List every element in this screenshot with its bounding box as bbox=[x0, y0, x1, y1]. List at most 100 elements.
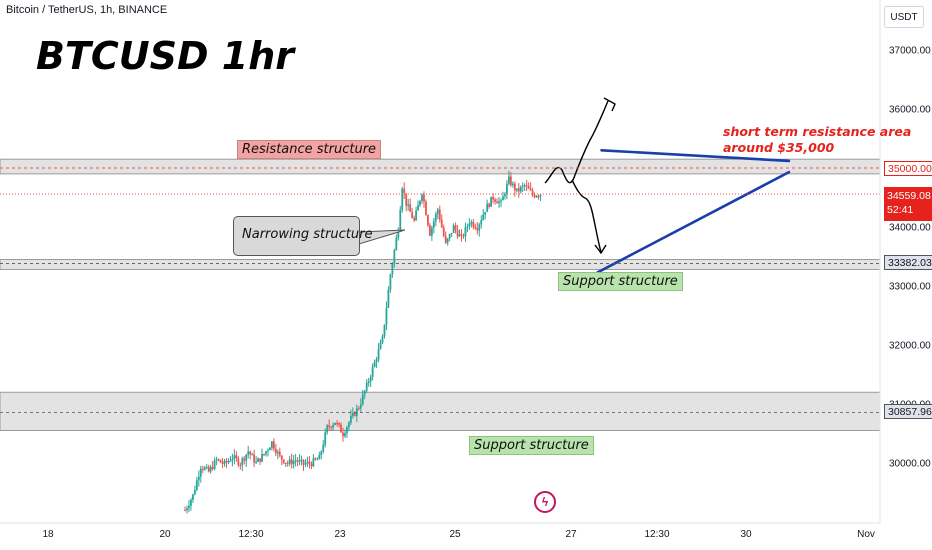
candle-body bbox=[348, 422, 350, 428]
candle-body bbox=[286, 462, 289, 464]
candle-body bbox=[205, 466, 208, 468]
time-tick-label: Nov bbox=[857, 529, 875, 540]
candle-body bbox=[322, 444, 325, 452]
candle-body bbox=[269, 447, 271, 451]
candle-body bbox=[320, 451, 323, 456]
candle-body bbox=[330, 426, 333, 428]
candle-body bbox=[381, 336, 384, 343]
candle-body bbox=[326, 425, 329, 433]
price-tick-label: 30000.00 bbox=[889, 459, 931, 470]
candle-body bbox=[304, 463, 307, 465]
candle-body bbox=[533, 194, 536, 197]
candle-body bbox=[476, 228, 479, 231]
candle-body bbox=[298, 460, 301, 462]
candle-body bbox=[383, 324, 386, 337]
candle-body bbox=[468, 223, 471, 227]
candle-body bbox=[369, 377, 372, 382]
candle-body bbox=[276, 451, 279, 454]
candle-body bbox=[525, 185, 528, 187]
candle-body bbox=[209, 466, 212, 472]
candle-body bbox=[251, 454, 254, 456]
candle-body bbox=[338, 422, 340, 425]
candle-body bbox=[490, 196, 493, 207]
time-tick-label: 18 bbox=[42, 529, 54, 540]
resistance-note-line1: short term resistance area bbox=[723, 124, 912, 139]
candle-body bbox=[342, 432, 344, 437]
candle-body bbox=[411, 211, 414, 219]
support-lower-price-tag: 30857.96 bbox=[884, 404, 932, 419]
time-tick-label: 12:30 bbox=[644, 529, 669, 540]
candle-body bbox=[502, 196, 504, 201]
time-tick-label: 23 bbox=[334, 529, 346, 540]
symbol-header[interactable]: Bitcoin / TetherUS, 1h, BINANCE bbox=[6, 4, 168, 16]
candle-body bbox=[511, 183, 514, 186]
projection-down-arrowhead bbox=[594, 244, 607, 255]
support-label-lower: Support structure bbox=[469, 436, 594, 455]
time-tick-label: 27 bbox=[565, 529, 577, 540]
time-tick-label: 12:30 bbox=[238, 529, 263, 540]
candle-body bbox=[278, 451, 281, 456]
candle-body bbox=[521, 185, 524, 187]
candle-body bbox=[379, 342, 382, 350]
candle-body bbox=[523, 185, 526, 187]
candle-body bbox=[255, 461, 257, 463]
price-axis-bg[interactable] bbox=[880, 0, 932, 550]
candle-body bbox=[280, 455, 283, 460]
zone-resistance bbox=[0, 158, 881, 175]
candle-body bbox=[217, 459, 220, 461]
candle-body bbox=[498, 201, 500, 204]
candle-body bbox=[425, 201, 427, 216]
candle-body bbox=[377, 349, 380, 360]
candle-body bbox=[363, 390, 366, 395]
candle-body bbox=[351, 412, 354, 417]
candle-body bbox=[429, 225, 431, 236]
candle-body bbox=[413, 218, 415, 221]
candle-body bbox=[385, 307, 388, 325]
candle-body bbox=[442, 227, 445, 236]
candle-body bbox=[415, 210, 417, 221]
candle-body bbox=[367, 381, 370, 384]
price-tick-label: 34000.00 bbox=[889, 223, 931, 234]
candle-body bbox=[387, 289, 390, 308]
candle-body bbox=[403, 188, 406, 194]
candle-body bbox=[494, 199, 496, 202]
candle-body bbox=[272, 441, 275, 449]
candle-body bbox=[409, 204, 412, 212]
candle-body bbox=[359, 404, 362, 409]
candle-body bbox=[531, 190, 534, 195]
currency-button[interactable]: USDT bbox=[884, 6, 924, 28]
candle-body bbox=[539, 195, 542, 197]
candle-body bbox=[193, 489, 196, 495]
resistance-note-line2: around $35,000 bbox=[723, 140, 835, 155]
candle-body bbox=[504, 194, 506, 197]
candle-body bbox=[421, 194, 423, 201]
bar-countdown: 52:41 bbox=[887, 204, 914, 216]
resistance-label: Resistance structure bbox=[237, 140, 382, 159]
price-tick-label: 33000.00 bbox=[889, 282, 931, 293]
candle-body bbox=[253, 454, 256, 463]
lightning-icon[interactable]: ϟ bbox=[534, 491, 556, 513]
candle-body bbox=[407, 204, 410, 206]
candle-body bbox=[438, 209, 441, 220]
candle-body bbox=[199, 468, 202, 477]
candle-body bbox=[310, 463, 313, 467]
candle-body bbox=[519, 186, 522, 192]
candle-body bbox=[271, 441, 273, 448]
time-axis-ticks: 18 20 12:30 23 25 27 12:30 30 Nov bbox=[42, 529, 874, 540]
candle-body bbox=[259, 458, 261, 462]
candle-body bbox=[195, 480, 198, 490]
candle-body bbox=[207, 466, 210, 472]
candle-body bbox=[221, 462, 224, 464]
candle-body bbox=[405, 193, 408, 206]
candle-body bbox=[434, 213, 437, 222]
candle-body bbox=[509, 176, 512, 186]
candle-body bbox=[346, 427, 348, 434]
candle-body bbox=[312, 458, 315, 467]
zones-layer bbox=[0, 158, 881, 431]
candle-body bbox=[430, 227, 433, 236]
trendline-upper[interactable] bbox=[600, 149, 791, 163]
candle-body bbox=[492, 196, 494, 200]
trendline-lower[interactable] bbox=[596, 170, 791, 274]
candle-body bbox=[470, 221, 473, 224]
candle-body bbox=[444, 235, 447, 243]
